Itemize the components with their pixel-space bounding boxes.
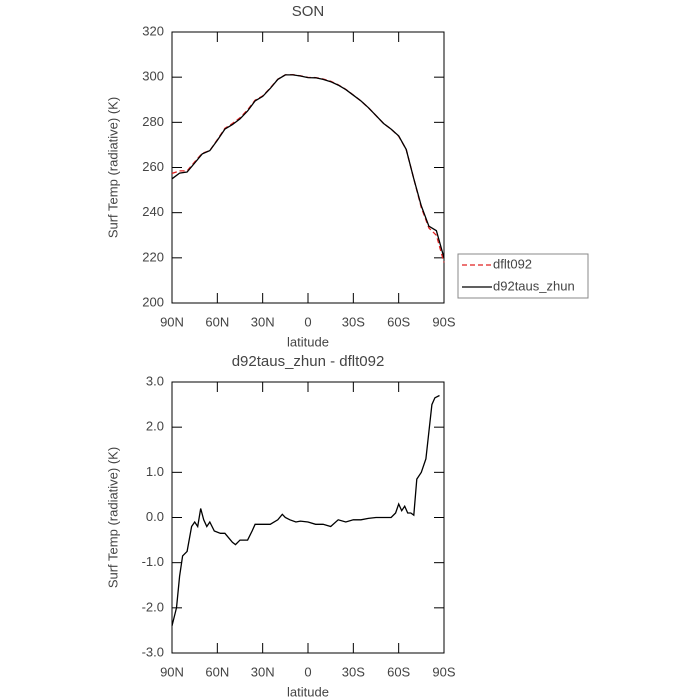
y-tick-label: 2.0 [146,419,164,434]
y-tick-label: 3.0 [146,373,164,388]
x-tick-label: 0 [304,314,311,329]
legend-box [457,253,589,299]
legend-label: dflt092 [493,256,532,271]
chart-title: d92taus_zhun - dflt092 [232,353,385,370]
data-line [171,74,445,258]
y-tick-label: 260 [142,159,164,174]
x-tick-label: 90N [160,314,184,329]
x-tick-label: 30N [251,664,275,679]
x-axis-label: latitude [287,684,329,699]
x-tick-label: 90S [432,314,455,329]
x-tick-label: 90S [432,664,455,679]
x-tick-label: 30S [342,314,365,329]
x-axis-label: latitude [287,334,329,349]
data-line [171,74,445,263]
y-tick-label: 280 [142,114,164,129]
x-tick-label: 30N [251,314,275,329]
y-axis-label: Surf Temp (radiative) (K) [105,97,120,238]
data-line [171,394,440,627]
chart-title: SON [292,3,325,20]
x-tick-label: 60N [205,664,229,679]
x-tick-label: 30S [342,664,365,679]
y-tick-label: -2.0 [142,599,164,614]
y-tick-label: 220 [142,249,164,264]
x-tick-label: 90N [160,664,184,679]
y-tick-label: 1.0 [146,464,164,479]
x-tick-label: 60N [205,314,229,329]
y-tick-label: 300 [142,69,164,84]
x-tick-label: 60S [387,314,410,329]
legend-label: d92taus_zhun [493,278,575,293]
y-tick-label: 200 [142,294,164,309]
y-tick-label: 240 [142,204,164,219]
plot-frame [171,31,445,304]
y-axis-label: Surf Temp (radiative) (K) [105,447,120,588]
y-tick-label: -3.0 [142,644,164,659]
y-tick-label: -1.0 [142,554,164,569]
x-tick-label: 0 [304,664,311,679]
plot-frame [171,381,445,654]
x-tick-label: 60S [387,664,410,679]
y-tick-label: 320 [142,23,164,38]
y-tick-label: 0.0 [146,509,164,524]
